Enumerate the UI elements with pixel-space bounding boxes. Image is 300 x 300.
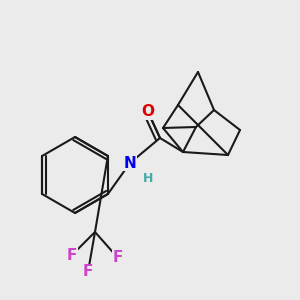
Text: F: F <box>67 248 77 262</box>
Text: N: N <box>124 155 136 170</box>
Text: O: O <box>142 104 154 119</box>
Text: F: F <box>113 250 123 266</box>
Text: F: F <box>83 265 93 280</box>
Text: H: H <box>143 172 153 184</box>
